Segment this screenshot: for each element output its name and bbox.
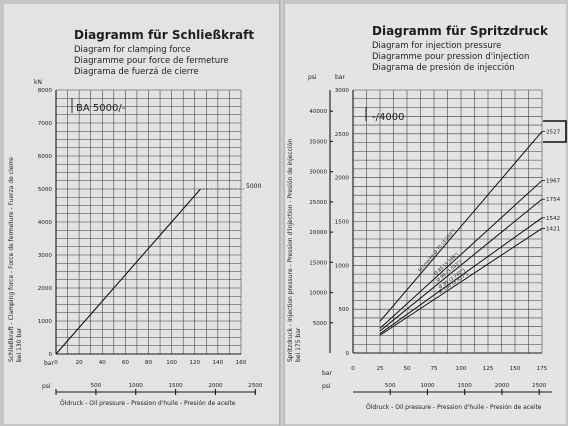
left-subtitle-en: Diagram for clamping force xyxy=(74,45,191,55)
left-title: Diagramm für Schließkraft xyxy=(74,28,255,42)
left-ylabel-sub: bei 130 bar xyxy=(16,327,23,362)
left-y-tick-label: 5000 xyxy=(38,187,53,193)
right-subtitle-fr: Diagramme pour pression d'injection xyxy=(372,52,530,62)
right-unit-psi: psi xyxy=(308,74,317,81)
right-xunit-psi: psi xyxy=(322,383,331,390)
right-y-tick-label: 500 xyxy=(338,307,349,313)
right-unit-bar: bar xyxy=(335,74,345,81)
right-x-tick-label: 75 xyxy=(430,366,438,372)
left-y-tick-label: 3000 xyxy=(38,253,53,259)
right-x-tick-label: 0 xyxy=(351,366,355,372)
right-subtitle-es: Diagrama de presión de injección xyxy=(372,63,515,73)
left-subtitle-es: Diagrama de fuerzá de cierre xyxy=(74,67,199,77)
left-x-tick-label: 40 xyxy=(99,360,107,366)
right-y-tick-label: 2000 xyxy=(335,176,350,182)
right-psi-x-tick-label: 500 xyxy=(385,383,396,389)
right-handwritten-label: -/4000 xyxy=(372,112,404,123)
page-fold xyxy=(279,0,285,426)
right-series-end-label: 1421 xyxy=(546,226,561,232)
right-psi-y-tick-label: 15000 xyxy=(309,260,327,266)
left-ylabel: Schließkraft - Clamping force - Force de… xyxy=(8,157,15,362)
right-psi-x-tick-label: 1000 xyxy=(420,383,435,389)
right-series-line xyxy=(379,131,543,322)
left-handwritten-label: BA 5000/- xyxy=(76,103,126,114)
left-series-line xyxy=(55,188,201,355)
right-series-line xyxy=(379,217,543,335)
left-psi-tick-label: 500 xyxy=(91,383,102,389)
left-end-label: 5000 xyxy=(246,183,261,190)
right-ylabel-sub: bei 175 bar xyxy=(295,327,302,362)
right-psi-x-tick-label: 2500 xyxy=(532,383,547,389)
right-x-tick-label: 125 xyxy=(483,366,494,372)
left-tick-labels: 0 20 40 60 80 100 120 140 160 0 1000 2000 3000 4000 50… xyxy=(38,88,263,389)
left-unit-kn: kN xyxy=(34,79,42,86)
right-x-tick-label: 50 xyxy=(403,366,411,372)
right-series-end-label: 1542 xyxy=(546,216,560,222)
left-y-tick-label: 1000 xyxy=(38,319,53,325)
right-series-end-label: 2527 xyxy=(546,129,561,135)
left-x-tick-label: 140 xyxy=(213,360,224,366)
right-y-tick-label: 1000 xyxy=(335,263,350,269)
right-psi-y-tick-label: 40000 xyxy=(309,109,327,115)
left-y-tick-label: 4000 xyxy=(38,220,53,226)
right-psi-x-tick-label: 1500 xyxy=(458,383,473,389)
right-tick-labels: 5000100001500020000250003000035000400000… xyxy=(309,88,548,389)
right-x-tick-label: 175 xyxy=(537,366,548,372)
right-x-tick-label: 25 xyxy=(376,366,384,372)
left-y-tick-label: 0 xyxy=(48,352,52,358)
left-y-tick-label: 6000 xyxy=(38,154,53,160)
left-x-tick-label: 120 xyxy=(189,360,200,366)
left-subtitle-fr: Diagramme pour force de fermeture xyxy=(74,56,229,66)
right-y-tick-label: 2500 xyxy=(335,132,350,138)
left-x-tick-label: 160 xyxy=(236,360,247,366)
left-grid xyxy=(55,89,242,355)
left-series xyxy=(55,188,244,355)
right-series-end-label: 1967 xyxy=(546,179,561,185)
left-x-tick-label: 20 xyxy=(76,360,84,366)
right-series-end-label: 1754 xyxy=(546,197,561,203)
right-series-line xyxy=(379,180,543,329)
left-unit-psi: psi xyxy=(42,383,51,390)
left-y-tick-label: 8000 xyxy=(38,88,53,94)
right-y-tick-label: 1500 xyxy=(335,220,350,226)
right-bracket-mark xyxy=(543,120,567,143)
right-xunit-bar: bar xyxy=(322,370,332,377)
right-subtitle-en: Diagram for injection pressure xyxy=(372,41,502,51)
right-psi-x-tick-label: 2000 xyxy=(495,383,510,389)
left-psi-tick-label: 2500 xyxy=(248,383,263,389)
left-y-tick-label: 2000 xyxy=(38,286,53,292)
left-unit-bar: bar xyxy=(44,360,54,367)
left-psi-tick-label: 1000 xyxy=(129,383,144,389)
right-psi-y-tick-label: 20000 xyxy=(309,230,327,236)
right-y-tick-label: 0 xyxy=(345,351,349,357)
right-xlabel: Öldruck - Oil pressure - Pression d'huil… xyxy=(366,404,542,411)
right-grid xyxy=(352,89,543,354)
right-psi-y-tick-label: 30000 xyxy=(309,170,327,176)
right-x-tick-label: 100 xyxy=(456,366,467,372)
right-psi-y-tick-label: 5000 xyxy=(313,321,328,327)
left-axes xyxy=(55,90,256,395)
right-x-tick-label: 150 xyxy=(510,366,521,372)
right-psi-y-tick-label: 10000 xyxy=(309,291,327,297)
right-axes xyxy=(329,90,552,395)
right-psi-y-tick-label: 35000 xyxy=(309,139,327,145)
right-series-line xyxy=(379,198,543,332)
right-y-tick-label: 3000 xyxy=(335,88,350,94)
left-xlabel: Öldruck - Oil pressure - Pression d'huil… xyxy=(60,400,236,407)
left-x-tick-label: 0 xyxy=(54,360,58,366)
right-ylabel: Spritzdruck - Injection pressure - Press… xyxy=(287,139,294,362)
left-x-tick-label: 80 xyxy=(145,360,153,366)
left-x-tick-label: 60 xyxy=(122,360,130,366)
left-y-tick-label: 7000 xyxy=(38,121,53,127)
left-x-tick-label: 100 xyxy=(166,360,177,366)
right-series-line xyxy=(379,228,543,336)
left-psi-tick-label: 2000 xyxy=(208,383,223,389)
left-psi-tick-label: 1500 xyxy=(168,383,183,389)
right-psi-y-tick-label: 25000 xyxy=(309,200,327,206)
right-page xyxy=(284,4,566,424)
right-title: Diagramm für Spritzdruck xyxy=(372,24,548,38)
